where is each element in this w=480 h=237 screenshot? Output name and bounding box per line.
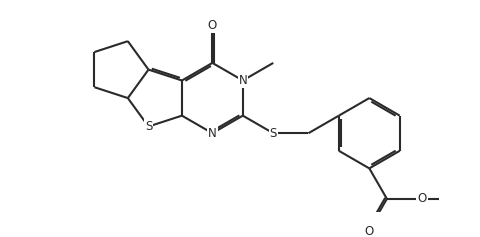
Text: O: O — [417, 192, 426, 205]
Text: N: N — [238, 74, 247, 87]
Text: O: O — [207, 19, 216, 32]
Text: S: S — [144, 120, 152, 133]
Text: O: O — [364, 225, 373, 237]
Text: N: N — [207, 127, 216, 140]
Text: S: S — [269, 127, 276, 140]
